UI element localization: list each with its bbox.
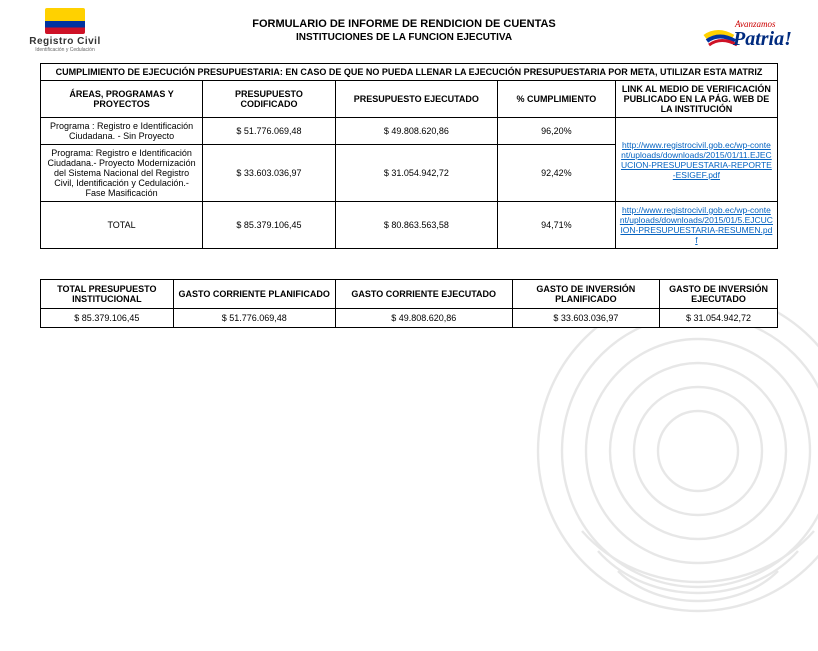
cell-codificado: $ 33.603.036,97 (203, 145, 336, 202)
header-titles: FORMULARIO DE INFORME DE RENDICION DE CU… (110, 18, 698, 43)
th-areas: ÁREAS, PROGRAMAS Y PROYECTOS (41, 81, 203, 118)
cell-gi-ejec: $ 31.054.942,72 (660, 309, 778, 328)
table1-header-row: ÁREAS, PROGRAMAS Y PROYECTOS PRESUPUESTO… (41, 81, 778, 118)
cell-total-ejecutado: $ 80.863.563,58 (335, 202, 497, 249)
cell-gi-plan: $ 33.603.036,97 (512, 309, 659, 328)
cell-link-2: http://www.registrocivil.gob.ec/wp-conte… (615, 202, 777, 249)
page-header: Registro Civil Identificación y Cedulaci… (0, 0, 818, 53)
th-gc-ejec: GASTO CORRIENTE EJECUTADO (335, 280, 512, 309)
cell-area: Programa : Registro e Identificación Ciu… (41, 118, 203, 145)
table1-caption: CUMPLIMIENTO DE EJECUCIÓN PRESUPUESTARIA… (41, 64, 778, 81)
cell-gc-plan: $ 51.776.069,48 (173, 309, 335, 328)
th-gi-plan: GASTO DE INVERSIÓN PLANIFICADO (512, 280, 659, 309)
th-ejecutado: PRESUPUESTO EJECUTADO (335, 81, 497, 118)
verification-link-1[interactable]: http://www.registrocivil.gob.ec/wp-conte… (621, 140, 772, 180)
table-row: Programa : Registro e Identificación Ciu… (41, 118, 778, 145)
table-row-total: TOTAL $ 85.379.106,45 $ 80.863.563,58 94… (41, 202, 778, 249)
th-total-inst: TOTAL PRESUPUESTO INSTITUCIONAL (41, 280, 174, 309)
cell-total-codificado: $ 85.379.106,45 (203, 202, 336, 249)
page-title-2: INSTITUCIONES DE LA FUNCION EJECUTIVA (110, 32, 698, 43)
cell-pct: 96,20% (497, 118, 615, 145)
cell-ejecutado: $ 31.054.942,72 (335, 145, 497, 202)
table-row: $ 85.379.106,45 $ 51.776.069,48 $ 49.808… (41, 309, 778, 328)
th-gc-plan: GASTO CORRIENTE PLANIFICADO (173, 280, 335, 309)
th-link: LINK AL MEDIO DE VERIFICACIÓN PUBLICADO … (615, 81, 777, 118)
cell-area: Programa: Registro e Identificación Ciud… (41, 145, 203, 202)
cell-gc-ejec: $ 49.808.620,86 (335, 309, 512, 328)
cell-link-1: http://www.registrocivil.gob.ec/wp-conte… (615, 118, 777, 202)
svg-text:Patria!: Patria! (732, 28, 792, 50)
cell-total-inst: $ 85.379.106,45 (41, 309, 174, 328)
cell-ejecutado: $ 49.808.620,86 (335, 118, 497, 145)
th-codificado: PRESUPUESTO CODIFICADO (203, 81, 336, 118)
logo-patria: Avanzamos Patria! (698, 11, 798, 51)
logo-left-text: Registro Civil (20, 36, 110, 47)
budget-execution-table: CUMPLIMIENTO DE EJECUCIÓN PRESUPUESTARIA… (40, 63, 778, 249)
verification-link-2[interactable]: http://www.registrocivil.gob.ec/wp-conte… (620, 205, 773, 245)
logo-registro-civil: Registro Civil Identificación y Cedulaci… (20, 8, 110, 53)
cell-total-pct: 94,71% (497, 202, 615, 249)
ecuador-flag-icon (45, 8, 85, 34)
th-cumplimiento: % CUMPLIMIENTO (497, 81, 615, 118)
cell-total-label: TOTAL (41, 202, 203, 249)
th-gi-ejec: GASTO DE INVERSIÓN EJECUTADO (660, 280, 778, 309)
cell-codificado: $ 51.776.069,48 (203, 118, 336, 145)
budget-summary-table: TOTAL PRESUPUESTO INSTITUCIONAL GASTO CO… (40, 279, 778, 328)
table1-caption-row: CUMPLIMIENTO DE EJECUCIÓN PRESUPUESTARIA… (41, 64, 778, 81)
cell-pct: 92,42% (497, 145, 615, 202)
table2-header-row: TOTAL PRESUPUESTO INSTITUCIONAL GASTO CO… (41, 280, 778, 309)
page-title-1: FORMULARIO DE INFORME DE RENDICION DE CU… (110, 18, 698, 30)
